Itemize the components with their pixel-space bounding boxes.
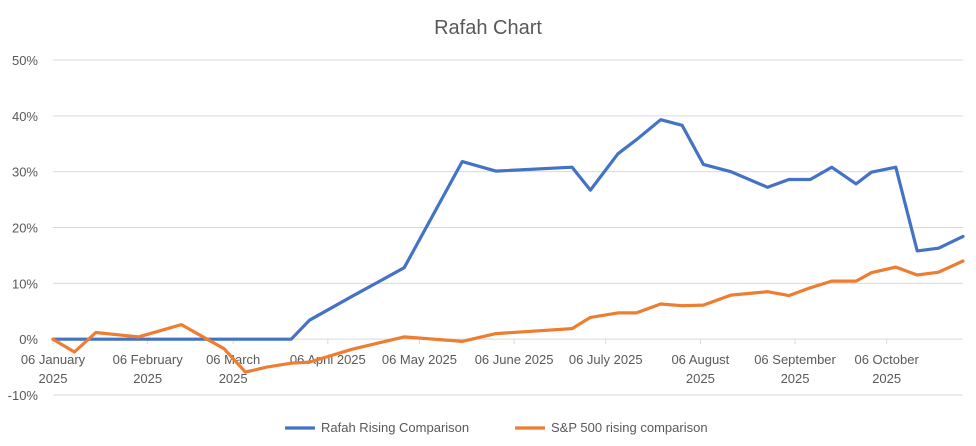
x-tick-label: 06 April 2025	[290, 352, 366, 367]
legend-item: Rafah Rising Comparison	[285, 420, 469, 435]
y-tick-label: 0%	[19, 332, 38, 347]
legend-item: S&P 500 rising comparison	[515, 420, 708, 435]
x-tick-label: 06 July 2025	[569, 352, 643, 367]
x-tick-label: 2025	[39, 371, 68, 386]
x-tick-label: 2025	[872, 371, 901, 386]
x-tick-label: 06 September	[754, 352, 836, 367]
y-tick-label: 10%	[12, 276, 38, 291]
y-tick-label: 30%	[12, 165, 38, 180]
gridlines	[53, 60, 963, 395]
chart-title: Rafah Chart	[434, 17, 542, 39]
x-tick-label: 06 August	[671, 352, 729, 367]
y-axis: -10% 0% 10% 20% 30% 40% 50%	[8, 53, 39, 403]
x-tick-label: 06 January	[21, 352, 86, 367]
series-lines	[53, 120, 963, 373]
x-tick-label: 06 May 2025	[382, 352, 457, 367]
y-tick-label: 50%	[12, 53, 38, 68]
legend: Rafah Rising Comparison S&P 500 rising co…	[285, 420, 708, 435]
y-tick-label: 20%	[12, 221, 38, 236]
x-tick-label: 2025	[133, 371, 162, 386]
series-line-0	[53, 120, 963, 340]
x-tick-label: 2025	[686, 371, 715, 386]
x-tick-label: 06 February	[113, 352, 184, 367]
x-tick-label: 2025	[219, 371, 248, 386]
x-tick-label: 06 June 2025	[475, 352, 554, 367]
x-tick-label: 2025	[781, 371, 810, 386]
legend-label: Rafah Rising Comparison	[321, 420, 469, 435]
y-tick-label: 40%	[12, 109, 38, 124]
y-tick-label: -10%	[8, 388, 39, 403]
legend-label: S&P 500 rising comparison	[551, 420, 708, 435]
x-tick-label: 06 October	[854, 352, 919, 367]
